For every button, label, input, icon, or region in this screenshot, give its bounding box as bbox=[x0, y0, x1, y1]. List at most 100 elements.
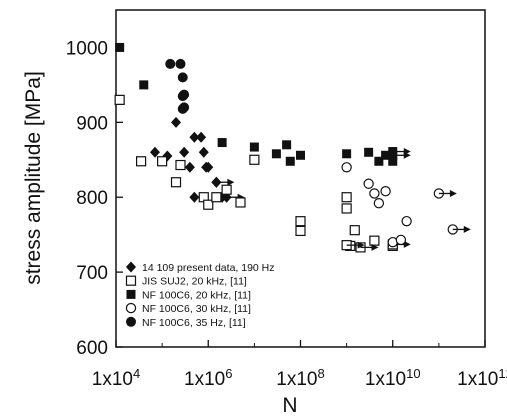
legend-label: NF 100C6, 20 kHz, [11] bbox=[142, 289, 251, 301]
runout-arrow-head bbox=[371, 243, 379, 251]
data-point bbox=[373, 198, 385, 209]
data-point bbox=[363, 178, 374, 189]
data-point bbox=[271, 149, 281, 159]
y-tick-label: 700 bbox=[76, 263, 108, 284]
data-point bbox=[364, 147, 374, 157]
x-axis-title: N bbox=[282, 394, 297, 417]
legend-label: NF 100C6, 35 Hz, [11] bbox=[142, 317, 246, 329]
data-point bbox=[203, 199, 214, 210]
x-tick-label: 1x106 bbox=[184, 366, 232, 390]
data-point bbox=[235, 197, 246, 208]
legend-label: 14 109 present data, 190 Hz bbox=[142, 262, 275, 274]
runout-point bbox=[341, 240, 365, 251]
runout-arrow-head bbox=[403, 240, 411, 248]
legend-marker bbox=[126, 316, 136, 327]
data-point bbox=[374, 156, 384, 166]
x-tick-exponent: 10 bbox=[406, 366, 420, 381]
data-point bbox=[369, 188, 380, 199]
data-point bbox=[170, 177, 182, 188]
data-point bbox=[203, 161, 214, 173]
data-point bbox=[249, 142, 259, 152]
data-point bbox=[381, 150, 391, 160]
data-point bbox=[179, 146, 190, 158]
y-axis-title: stress amplitude [MPa] bbox=[22, 71, 45, 285]
data-point bbox=[395, 234, 407, 246]
data-point bbox=[135, 156, 147, 167]
data-point bbox=[369, 235, 380, 246]
data-point bbox=[296, 150, 305, 160]
data-point bbox=[388, 156, 398, 166]
data-point bbox=[175, 58, 186, 69]
x-tick-label: 1x104 bbox=[92, 366, 140, 390]
data-point bbox=[349, 225, 360, 236]
x-tick-label: 1x1010 bbox=[365, 366, 421, 390]
data-point bbox=[179, 89, 190, 100]
data-point bbox=[401, 215, 412, 227]
data-point bbox=[165, 58, 176, 69]
data-points bbox=[114, 42, 471, 253]
runout-point bbox=[447, 224, 471, 235]
data-point bbox=[341, 203, 352, 214]
y-tick-label: 800 bbox=[76, 188, 108, 209]
legend-item: JIS SUJ2, 20 kHz, [11] bbox=[125, 275, 247, 288]
legend-label: NF 100C6, 30 kHz, [11] bbox=[142, 303, 251, 315]
data-point bbox=[177, 72, 188, 83]
data-point bbox=[196, 131, 207, 143]
runout-point bbox=[211, 176, 235, 188]
y-tick-label: 900 bbox=[76, 113, 108, 134]
data-point bbox=[139, 80, 149, 90]
legend-marker bbox=[125, 302, 137, 314]
x-tick-exponent: 6 bbox=[225, 366, 232, 381]
runout-arrow-head bbox=[357, 241, 365, 249]
data-point bbox=[217, 138, 227, 148]
runout-arrow-head bbox=[403, 148, 411, 156]
data-point bbox=[189, 131, 200, 143]
data-point bbox=[114, 94, 125, 105]
data-point bbox=[282, 140, 292, 150]
legend-label: JIS SUJ2, 20 kHz, [11] bbox=[142, 276, 247, 288]
data-point bbox=[295, 225, 306, 237]
legend-marker bbox=[125, 275, 137, 286]
data-point bbox=[171, 116, 182, 128]
x-axis: 1x104 1x106 1x108 1x1010 1x1012 bbox=[92, 340, 507, 390]
runout-arrow-head bbox=[463, 225, 471, 233]
data-point bbox=[149, 146, 160, 158]
runout-point bbox=[355, 242, 379, 253]
x-tick-exponent: 8 bbox=[317, 366, 324, 381]
data-point bbox=[249, 154, 260, 165]
data-point bbox=[341, 162, 352, 173]
data-point bbox=[342, 149, 352, 159]
legend-item: NF 100C6, 35 Hz, [11] bbox=[126, 316, 246, 329]
data-point bbox=[198, 146, 209, 158]
runout-arrow-head bbox=[227, 178, 235, 186]
y-axis: 600 700 800 900 1000 bbox=[66, 38, 123, 359]
y-tick-label: 600 bbox=[76, 338, 108, 359]
data-point bbox=[380, 186, 391, 197]
y-tick-label: 1000 bbox=[66, 38, 108, 59]
x-tick-exponent: 4 bbox=[133, 366, 140, 381]
x-tick-exponent: 12 bbox=[498, 366, 507, 381]
runout-arrow-head bbox=[449, 189, 457, 197]
data-point bbox=[179, 102, 190, 113]
data-point bbox=[115, 42, 125, 52]
data-point bbox=[157, 156, 168, 167]
data-point bbox=[184, 161, 195, 173]
legend-item: 14 109 present data, 190 Hz bbox=[126, 261, 275, 274]
x-tick-label: 1x1012 bbox=[457, 366, 507, 390]
legend-item: NF 100C6, 20 kHz, [11] bbox=[126, 289, 251, 301]
x-tick-label: 1x108 bbox=[276, 366, 324, 390]
data-point bbox=[285, 156, 295, 166]
data-point bbox=[175, 159, 186, 171]
data-point bbox=[221, 184, 232, 195]
data-point bbox=[189, 191, 200, 203]
data-point bbox=[211, 192, 222, 203]
legend-marker bbox=[126, 261, 136, 273]
runout-point bbox=[388, 147, 411, 157]
runout-point bbox=[433, 188, 457, 199]
data-point bbox=[341, 192, 352, 203]
legend: 14 109 present data, 190 Hz JIS SUJ2, 20 … bbox=[125, 261, 275, 329]
legend-marker bbox=[126, 289, 136, 299]
legend-item: NF 100C6, 30 kHz, [11] bbox=[125, 302, 251, 315]
data-point bbox=[295, 216, 306, 227]
